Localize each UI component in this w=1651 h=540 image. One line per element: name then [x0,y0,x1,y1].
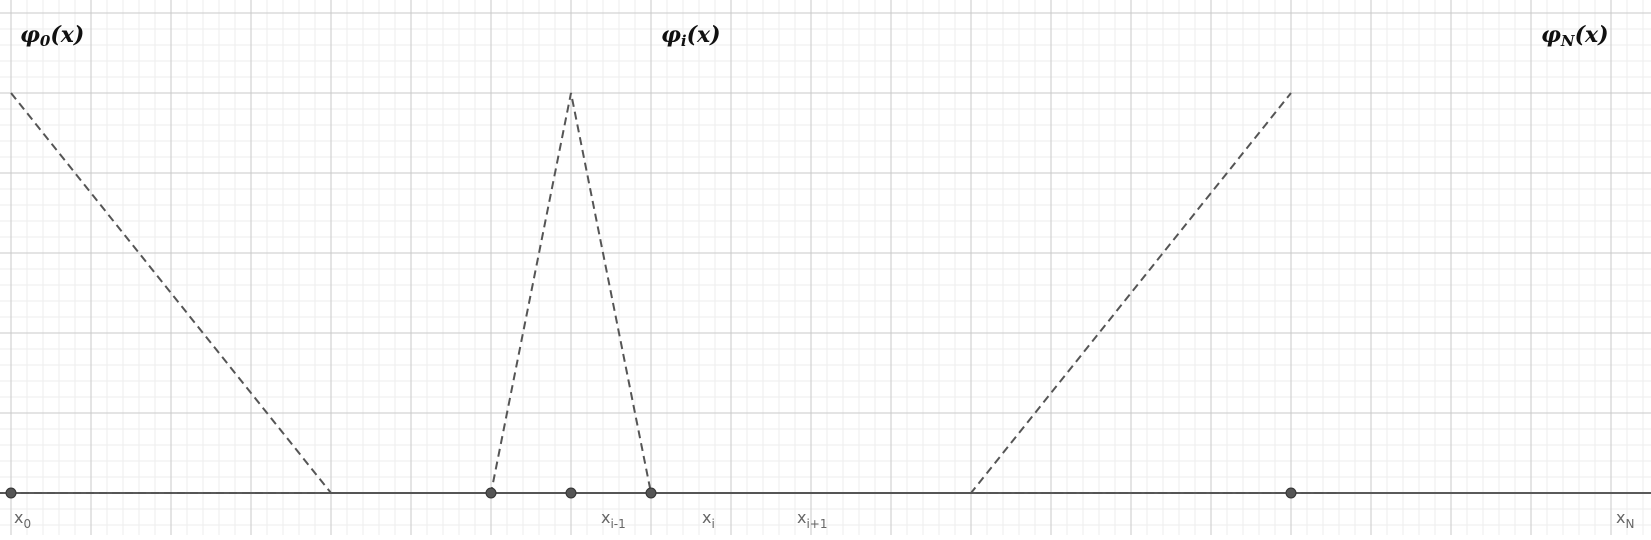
node-point-xi [565,487,577,499]
label-phiN: φN(x) [1541,22,1609,50]
node-point-xip1 [645,487,657,499]
node-label-xip1: xi+1 [797,508,828,531]
label-phii: φi(x) [661,22,721,50]
basis-functions [0,92,1339,494]
basis-function-phi0 [10,92,1339,494]
node-point-xim1 [485,487,497,499]
node-label-xN: xN [1616,508,1635,531]
node-label-xi: xi [702,508,715,531]
label-phi0: φ0(x) [20,22,85,50]
node-point-x0 [5,487,17,499]
basis-function-phiN [0,92,1292,494]
node-point-xN [1285,487,1297,499]
basis-function-phii [0,92,1339,494]
node-label-xim1: xi-1 [601,508,626,531]
node-label-x0: x0 [14,508,32,531]
node-points [5,487,1297,499]
